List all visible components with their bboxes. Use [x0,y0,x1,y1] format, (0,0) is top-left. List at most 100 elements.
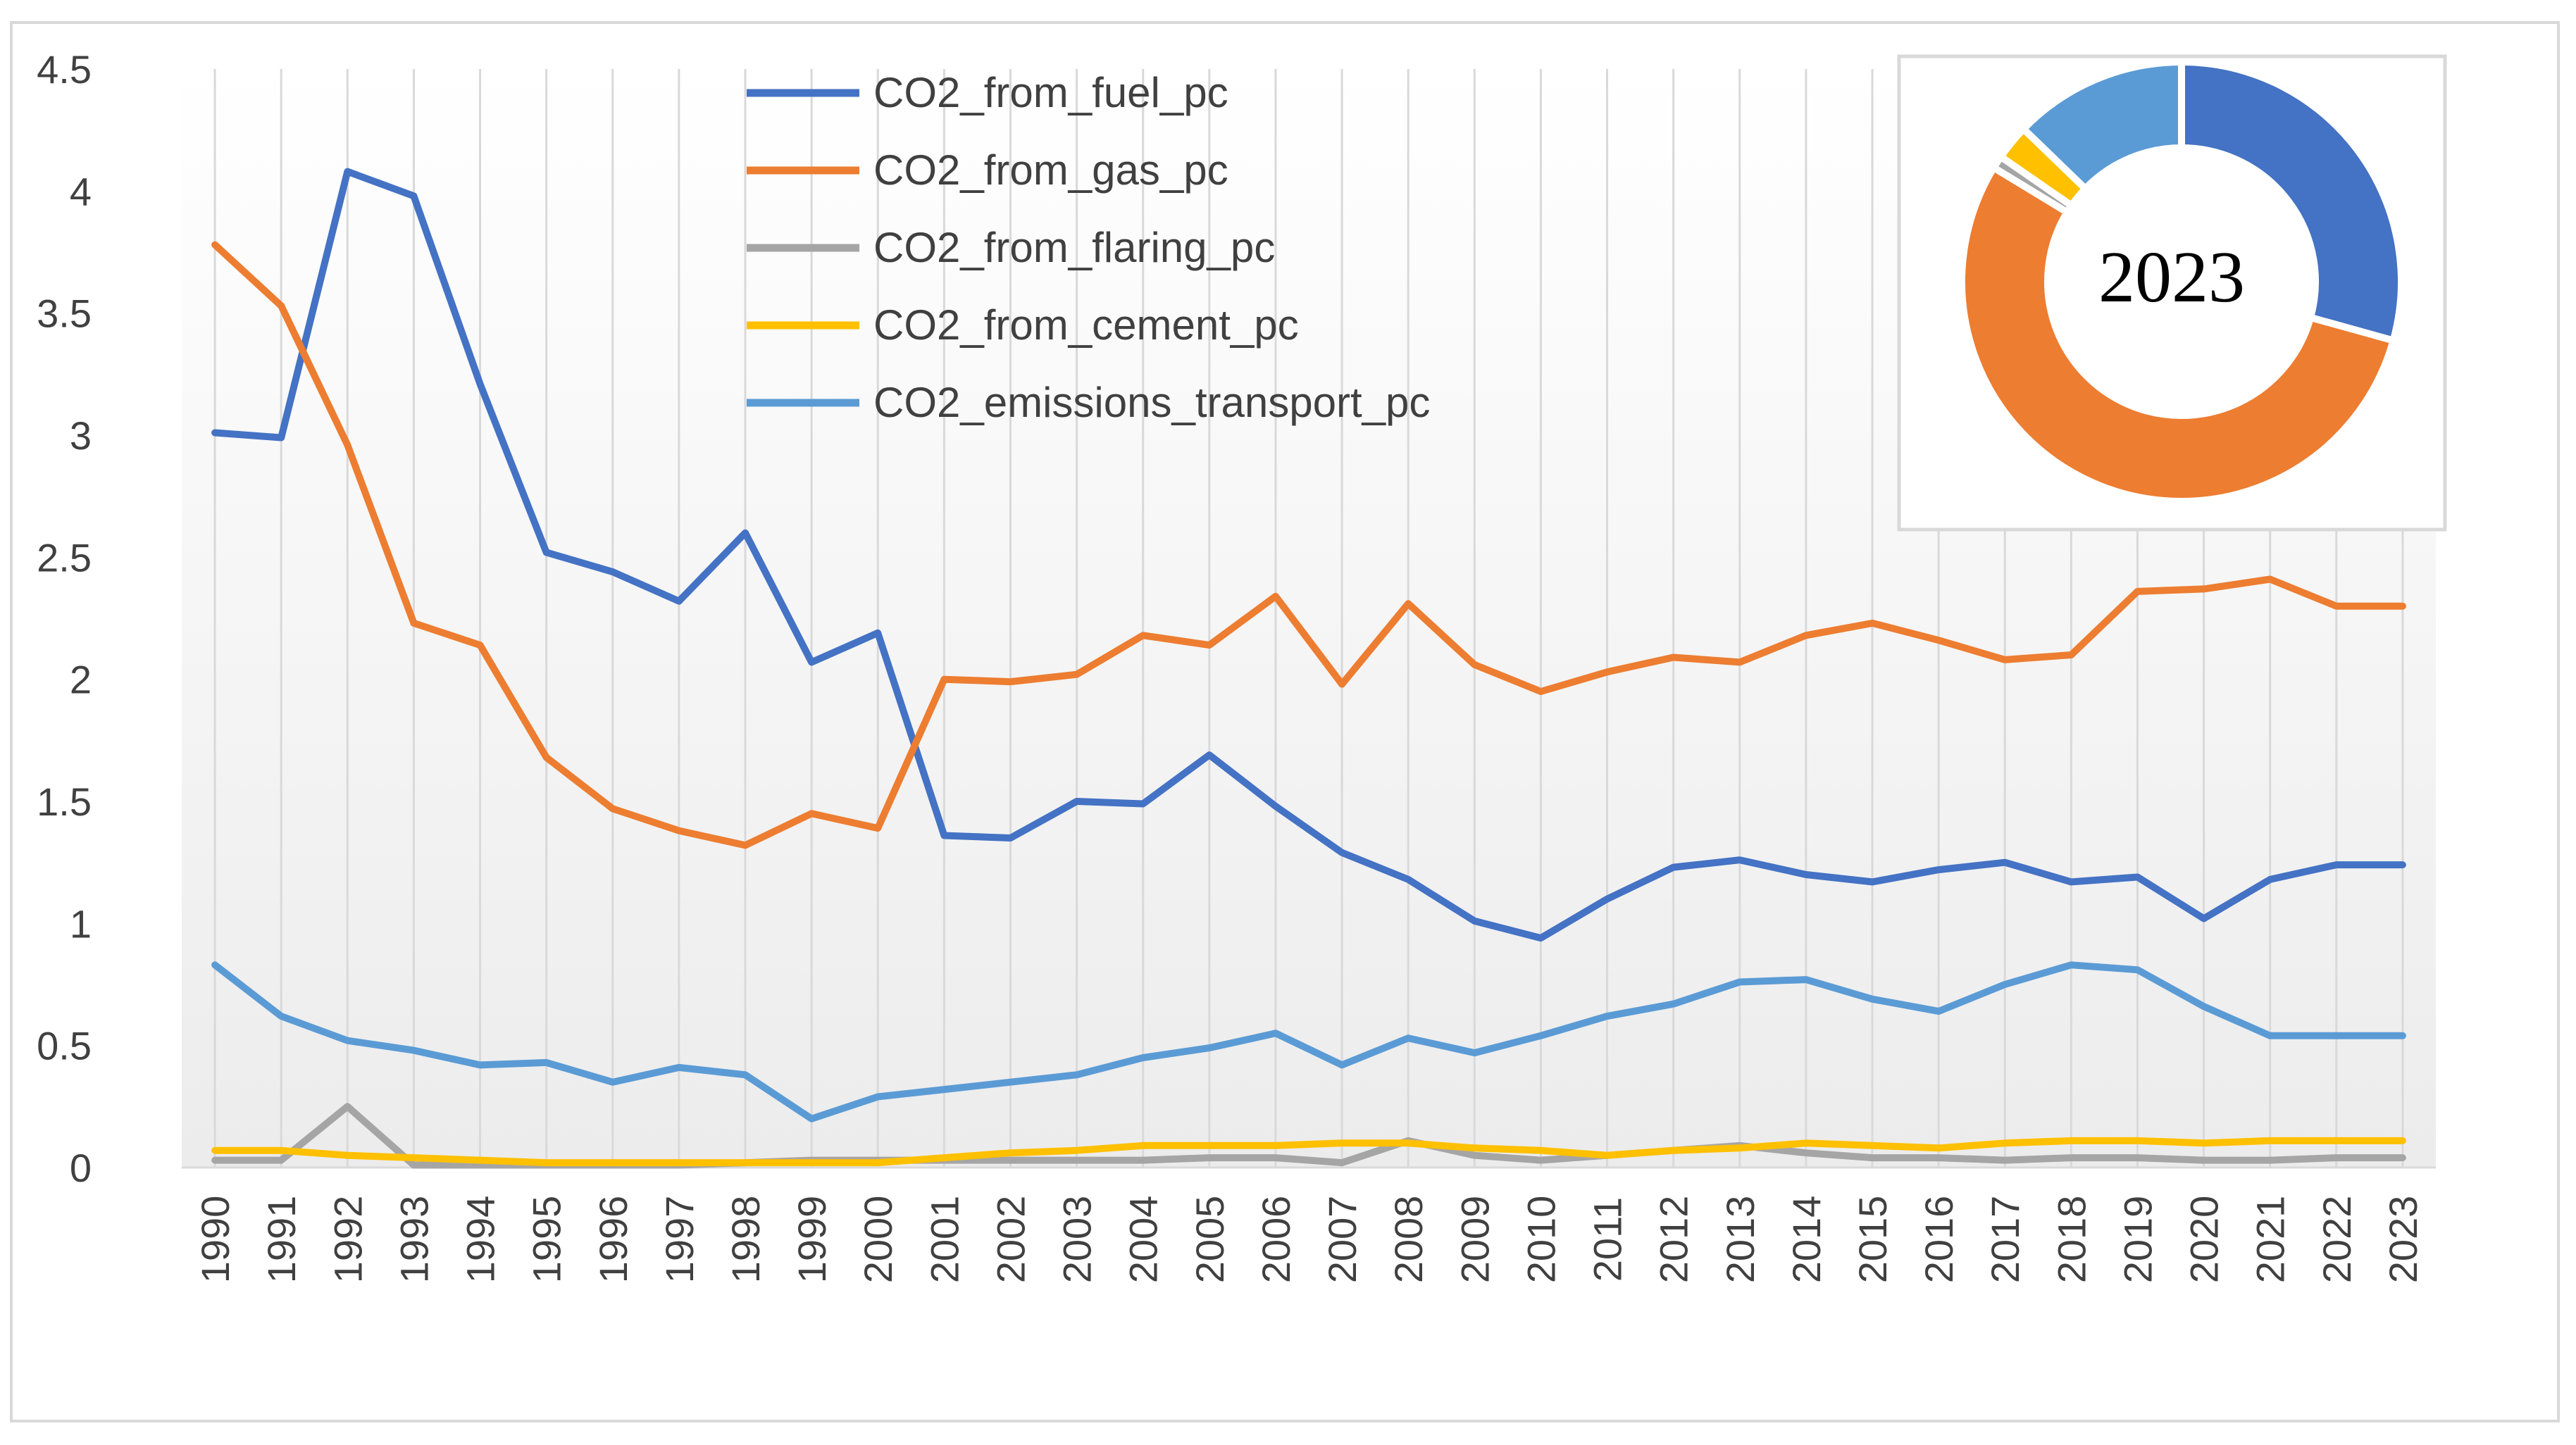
data-point-co2-from-fuel-pc [1670,864,1676,870]
data-point-co2-from-gas-pc [411,620,417,626]
legend-label-co2-from-fuel-pc: CO2_from_fuel_pc [873,69,1228,116]
data-point-co2-from-flaring-pc [278,1157,285,1163]
series-line-co2-from-fuel-pc [211,168,2406,942]
data-point-co2-from-cement-pc [1339,1140,1345,1146]
x-tick-label: 2018 [2049,1196,2093,1284]
data-point-co2-from-gas-pc [278,303,285,309]
data-point-co2-emissions-transport-pc [1670,1001,1676,1007]
data-point-co2-from-fuel-pc [1007,835,1014,841]
data-point-co2-from-cement-pc [2399,1137,2406,1144]
data-point-co2-from-fuel-pc [2134,874,2141,880]
data-point-co2-from-fuel-pc [1206,752,1212,758]
data-point-co2-from-fuel-pc [609,569,616,575]
data-point-co2-from-cement-pc [2267,1137,2273,1144]
data-point-co2-from-gas-pc [2399,603,2406,609]
data-point-co2-from-cement-pc [1074,1147,1080,1153]
data-point-co2-emissions-transport-pc [609,1079,616,1085]
data-point-co2-from-flaring-pc [1074,1157,1080,1163]
data-point-co2-from-flaring-pc [1206,1155,1212,1161]
data-point-co2-from-cement-pc [2002,1140,2008,1146]
data-point-co2-from-fuel-pc [2267,876,2273,882]
legend-label-co2-from-cement-pc: CO2_from_cement_pc [873,301,1299,349]
data-point-co2-emissions-transport-pc [941,1087,947,1093]
x-tick-label: 1999 [790,1196,834,1284]
data-point-co2-from-fuel-pc [1869,879,1875,885]
data-point-co2-from-fuel-pc [2002,859,2008,865]
data-point-co2-emissions-transport-pc [1869,996,1875,1002]
data-point-co2-from-fuel-pc [2333,862,2339,868]
data-point-co2-from-gas-pc [2267,576,2273,582]
data-point-co2-from-gas-pc [1007,679,1014,685]
x-tick-label: 2006 [1254,1196,1298,1284]
data-point-co2-from-flaring-pc [2267,1157,2273,1163]
x-tick-label: 2014 [1784,1196,1829,1284]
data-point-co2-from-gas-pc [1604,669,1610,675]
data-point-co2-from-fuel-pc [2201,915,2207,922]
data-point-co2-from-gas-pc [941,676,947,682]
data-point-co2-from-cement-pc [543,1160,549,1166]
y-tick-label: 4.5 [37,47,92,92]
data-point-co2-from-cement-pc [1538,1147,1544,1153]
data-point-co2-from-cement-pc [1803,1140,1809,1146]
data-point-co2-from-cement-pc [1604,1152,1610,1158]
x-tick-label: 2010 [1519,1196,1563,1284]
data-point-co2-from-gas-pc [212,242,218,248]
data-point-co2-from-flaring-pc [1272,1155,1278,1161]
data-point-co2-emissions-transport-pc [2399,1032,2406,1039]
data-point-co2-from-flaring-pc [411,1162,417,1168]
data-point-co2-from-gas-pc [1869,620,1875,626]
data-point-co2-from-gas-pc [1736,659,1743,665]
data-point-co2-from-gas-pc [1803,632,1809,639]
data-point-co2-from-gas-pc [2134,588,2141,594]
data-point-co2-emissions-transport-pc [1339,1062,1345,1068]
data-point-co2-from-fuel-pc [411,193,417,199]
data-point-co2-emissions-transport-pc [1538,1032,1544,1039]
x-tick-label: 2009 [1452,1196,1497,1284]
donut-slice-co2-from-gas-pc [1958,163,2398,505]
data-point-co2-emissions-transport-pc [1803,977,1809,983]
data-point-co2-from-fuel-pc [1736,857,1743,863]
data-point-co2-emissions-transport-pc [1604,1013,1610,1020]
data-point-co2-from-cement-pc [344,1152,351,1158]
data-point-co2-from-fuel-pc [941,832,947,839]
x-tick-label: 1996 [591,1196,635,1284]
data-point-co2-from-gas-pc [609,806,616,812]
y-tick-label: 0.5 [37,1024,92,1068]
data-point-co2-from-fuel-pc [1538,935,1544,942]
data-point-co2-from-cement-pc [2333,1137,2339,1144]
data-point-co2-from-cement-pc [1736,1145,1743,1151]
x-tick-label: 2012 [1652,1196,1696,1284]
data-point-co2-from-gas-pc [1140,632,1146,639]
series-line-co2-from-gas-pc [211,241,2406,849]
data-point-co2-from-gas-pc [1936,637,1942,644]
data-point-co2-from-gas-pc [2068,652,2074,658]
x-tick-label: 2020 [2182,1196,2227,1284]
x-tick-label: 2016 [1917,1196,1961,1284]
data-point-co2-from-flaring-pc [1538,1157,1544,1163]
data-point-co2-from-cement-pc [742,1160,748,1166]
data-point-co2-from-cement-pc [941,1155,947,1161]
data-point-co2-from-fuel-pc [1074,799,1080,804]
data-point-co2-emissions-transport-pc [1405,1035,1412,1041]
data-point-co2-from-fuel-pc [1803,872,1809,877]
y-tick-label: 2.5 [37,535,92,580]
x-tick-label: 1994 [459,1196,503,1284]
y-tick-label: 1.5 [37,780,92,824]
data-point-co2-from-cement-pc [2201,1140,2207,1146]
x-tick-label: 2004 [1121,1196,1166,1284]
data-point-co2-from-cement-pc [2134,1137,2141,1144]
data-point-co2-from-flaring-pc [344,1103,351,1110]
data-point-co2-from-cement-pc [1670,1147,1676,1153]
data-point-co2-from-flaring-pc [1936,1155,1942,1161]
x-tick-label: 2022 [2315,1196,2359,1284]
data-point-co2-from-fuel-pc [344,168,351,175]
x-tick-label: 2005 [1188,1196,1232,1284]
x-tick-label: 2001 [922,1196,966,1284]
data-point-co2-from-gas-pc [742,842,748,849]
data-point-co2-emissions-transport-pc [1936,1008,1942,1015]
data-point-co2-from-flaring-pc [2399,1155,2406,1161]
data-point-co2-emissions-transport-pc [2267,1032,2273,1039]
data-point-co2-from-fuel-pc [477,381,483,387]
y-tick-label: 1 [70,901,92,946]
data-point-co2-from-cement-pc [1206,1142,1212,1149]
